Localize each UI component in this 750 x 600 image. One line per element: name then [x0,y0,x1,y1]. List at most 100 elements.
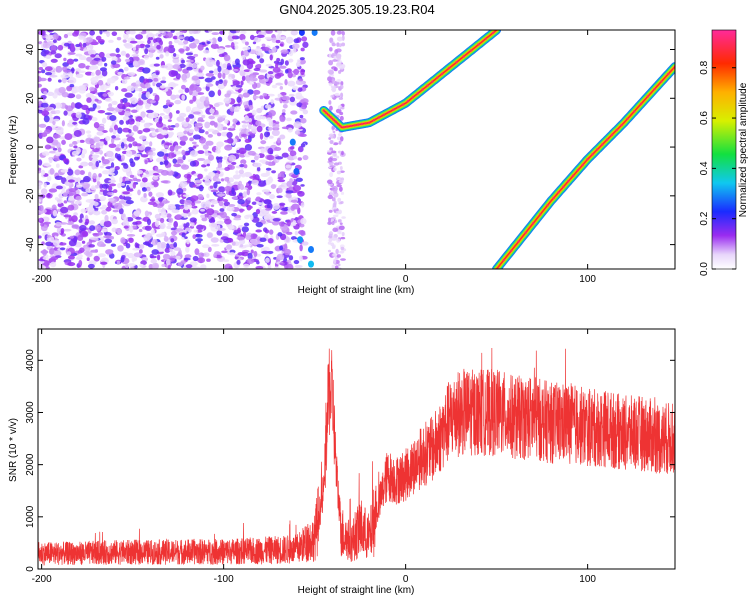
noise-blob [97,92,103,96]
noise-blob [135,216,142,220]
noise-blob [87,263,95,269]
noise-blob [55,221,62,227]
noise-blob [88,161,93,167]
noise-blob [143,54,150,60]
noise-blob [164,142,173,146]
strip-blob [332,59,338,62]
noise-blob [80,57,89,61]
x-tick-label: 100 [579,574,596,585]
noise-blob [280,49,289,54]
noise-blob [192,95,197,102]
noise-blob [223,97,232,104]
noise-blob [269,194,276,200]
noise-blob [249,34,255,41]
noise-blob [244,41,249,46]
strip-blob [330,85,337,89]
noise-blob [94,98,99,102]
snr-x-axis-label: Height of straight line (km) [298,585,415,596]
noise-blob [38,204,44,212]
noise-blob [160,180,169,184]
strip-blob [328,133,335,138]
noise-blob [241,173,246,178]
strip-blob [336,254,341,258]
noise-blob [279,134,286,140]
noise-blob [188,42,197,49]
noise-blob [300,184,305,187]
noise-blob [153,38,158,44]
noise-blob [147,36,154,41]
noise-blob [278,187,283,194]
noise-blob [111,218,118,225]
strip-blob [331,264,336,269]
ridge-A-bead [368,121,371,124]
bright-spot [308,260,314,268]
noise-blob [276,57,281,62]
noise-blob [169,145,175,152]
noise-blob [200,264,207,269]
noise-blob [239,208,244,213]
ridge-B-bead [581,163,584,166]
ridge-A-bead [484,37,487,40]
noise-blob [156,241,162,249]
noise-blob [248,99,253,107]
noise-blob [179,180,188,188]
noise-blob [60,74,65,78]
noise-blob [238,147,247,155]
noise-blob [285,263,294,269]
strip-blob [333,162,340,166]
colorbar-gradient [711,29,737,270]
noise-blob [179,205,184,210]
strip-blob [340,191,345,195]
noise-blob [302,109,309,115]
noise-blob [78,219,83,223]
noise-blob [125,58,131,63]
ridge-A [319,30,502,133]
noise-blob [154,213,161,219]
noise-blob [280,36,286,40]
noise-blob [205,140,214,146]
noise-blob [285,36,294,44]
noise-blob [189,137,194,142]
noise-blob [274,146,282,152]
noise-blob [181,94,186,101]
noise-blob [189,217,197,223]
noise-blob [127,252,134,259]
noise-blob [47,91,54,97]
strip-blob [336,136,341,141]
noise-blob [300,202,305,208]
noise-blob [210,216,215,224]
noise-blob [167,125,171,128]
noise-blob [124,92,133,98]
noise-blob [138,92,142,99]
noise-blob [173,52,177,57]
noise-blob [198,137,207,144]
noise-blob [147,39,151,44]
noise-blob [163,154,168,161]
noise-blob [88,115,92,121]
noise-blob [101,170,110,175]
noise-blob [241,39,247,44]
snr-frame [37,328,676,570]
noise-blob [229,30,238,34]
ridge-A-bead [357,123,360,126]
noise-blob [204,213,209,218]
noise-blob [167,189,173,196]
noise-blob [121,88,128,93]
ridge-B-bead [615,128,618,132]
noise-blob [188,128,194,133]
ridge-B-bead [660,80,663,83]
ridge-B-bead [667,72,670,76]
noise-blob [38,41,43,45]
noise-blob [279,202,286,206]
noise-blob [256,202,264,206]
noise-blob [301,36,308,42]
noise-blob [252,89,261,95]
noise-blob [162,104,169,109]
noise-blob [216,59,220,67]
noise-blob [192,234,197,240]
noise-blob [217,196,224,202]
noise-blob [206,41,211,44]
noise-blob [151,262,160,269]
strip-blob [340,258,346,261]
